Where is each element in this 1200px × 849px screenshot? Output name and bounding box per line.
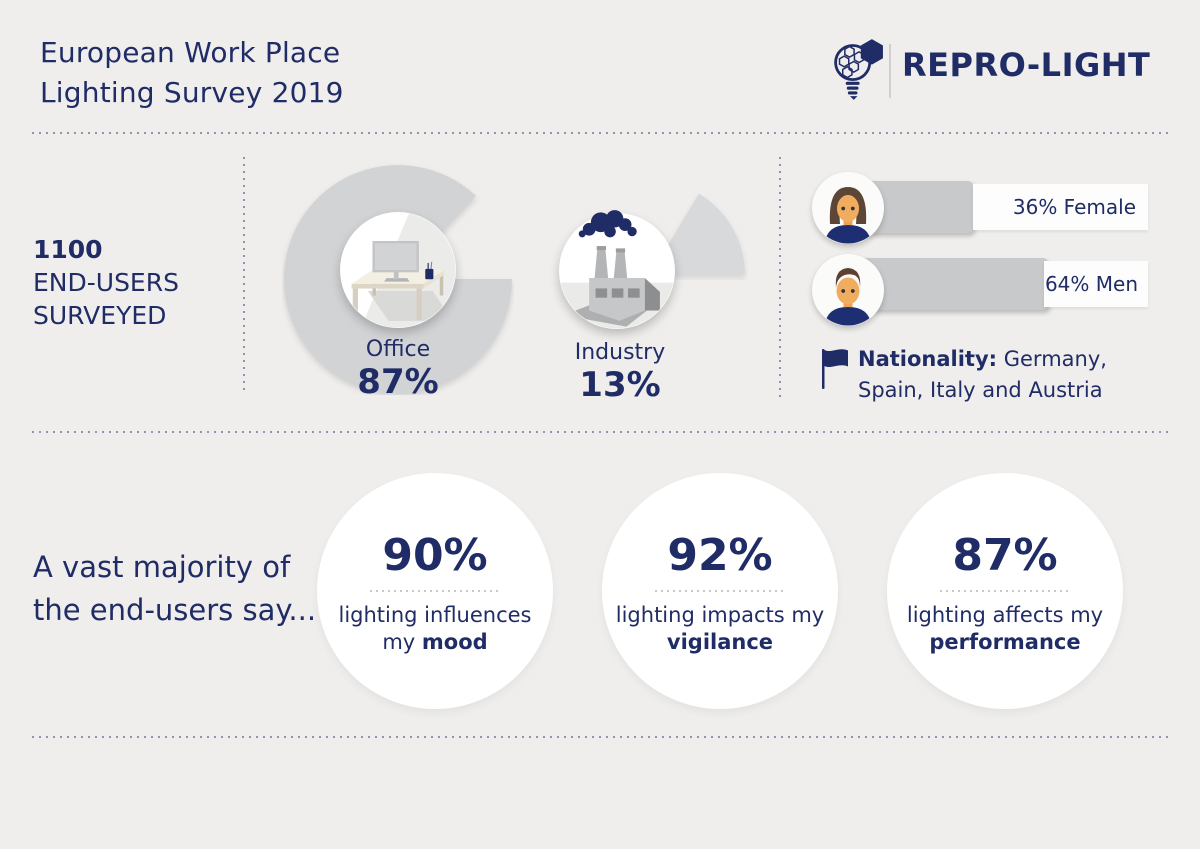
office-value: 87% [357, 362, 439, 402]
male-label: 64% Men [1044, 272, 1138, 296]
office-label: Office [365, 337, 431, 362]
industry-caption: Industry 13% [545, 340, 695, 404]
stat-separator [655, 590, 785, 592]
industry-value: 13% [579, 365, 661, 405]
hexagon-lightbulb-icon [834, 39, 883, 100]
industry-label: Industry [574, 340, 666, 365]
divider-top [32, 132, 1168, 134]
survey-count-label: 1100 END-USERS SURVEYED [33, 235, 179, 330]
flag-icon [822, 349, 848, 389]
stat-value: 90% [382, 530, 488, 581]
brand-divider [889, 44, 891, 98]
female-bar-label-box: 36% Female [973, 184, 1148, 230]
stat-text: lighting affects my performance [906, 603, 1104, 654]
woman-avatar-icon [812, 172, 884, 244]
stat-value: 92% [667, 530, 773, 581]
male-bar-label-box: 64% Men [1044, 261, 1148, 307]
stat-separator [940, 590, 1070, 592]
man-avatar-icon [812, 254, 884, 326]
stat-circle-mood: 90% lighting influences my mood [317, 473, 553, 709]
stat-circle-performance: 87% lighting affects my performance [887, 473, 1123, 709]
desk-with-monitor-icon [340, 212, 456, 328]
nationality-label: Nationality: [858, 347, 998, 371]
page-title-line1: European Work Place [40, 36, 341, 69]
stat-text: lighting influences my mood [338, 603, 532, 654]
industry-illustration-circle [559, 210, 675, 329]
female-label: 36% Female [1012, 195, 1136, 219]
industry-pie-wedge [650, 193, 745, 275]
page-title: European Work Place Lighting Survey 2019 [40, 33, 344, 113]
stat-value: 87% [952, 530, 1058, 581]
majority-intro: A vast majority of the end-users say... [33, 550, 317, 627]
survey-count: 1100 [33, 235, 103, 264]
office-illustration-circle [340, 212, 456, 328]
divider-middle [32, 431, 1168, 433]
stat-circle-vigilance: 92% lighting impacts my vigilance [602, 473, 838, 709]
office-caption: Office 87% [323, 337, 473, 401]
divider-vertical-2 [779, 157, 781, 399]
stat-text: lighting impacts my vigilance [615, 603, 825, 654]
nationality-text: Nationality: Germany, Spain, Italy and A… [858, 347, 1107, 402]
divider-vertical-1 [243, 157, 245, 395]
stat-separator [370, 590, 500, 592]
page-title-line2: Lighting Survey 2019 [40, 76, 344, 109]
factory-with-smoke-icon [559, 210, 675, 329]
brand-name: REPRO-LIGHT [902, 46, 1151, 84]
divider-bottom [32, 736, 1168, 738]
